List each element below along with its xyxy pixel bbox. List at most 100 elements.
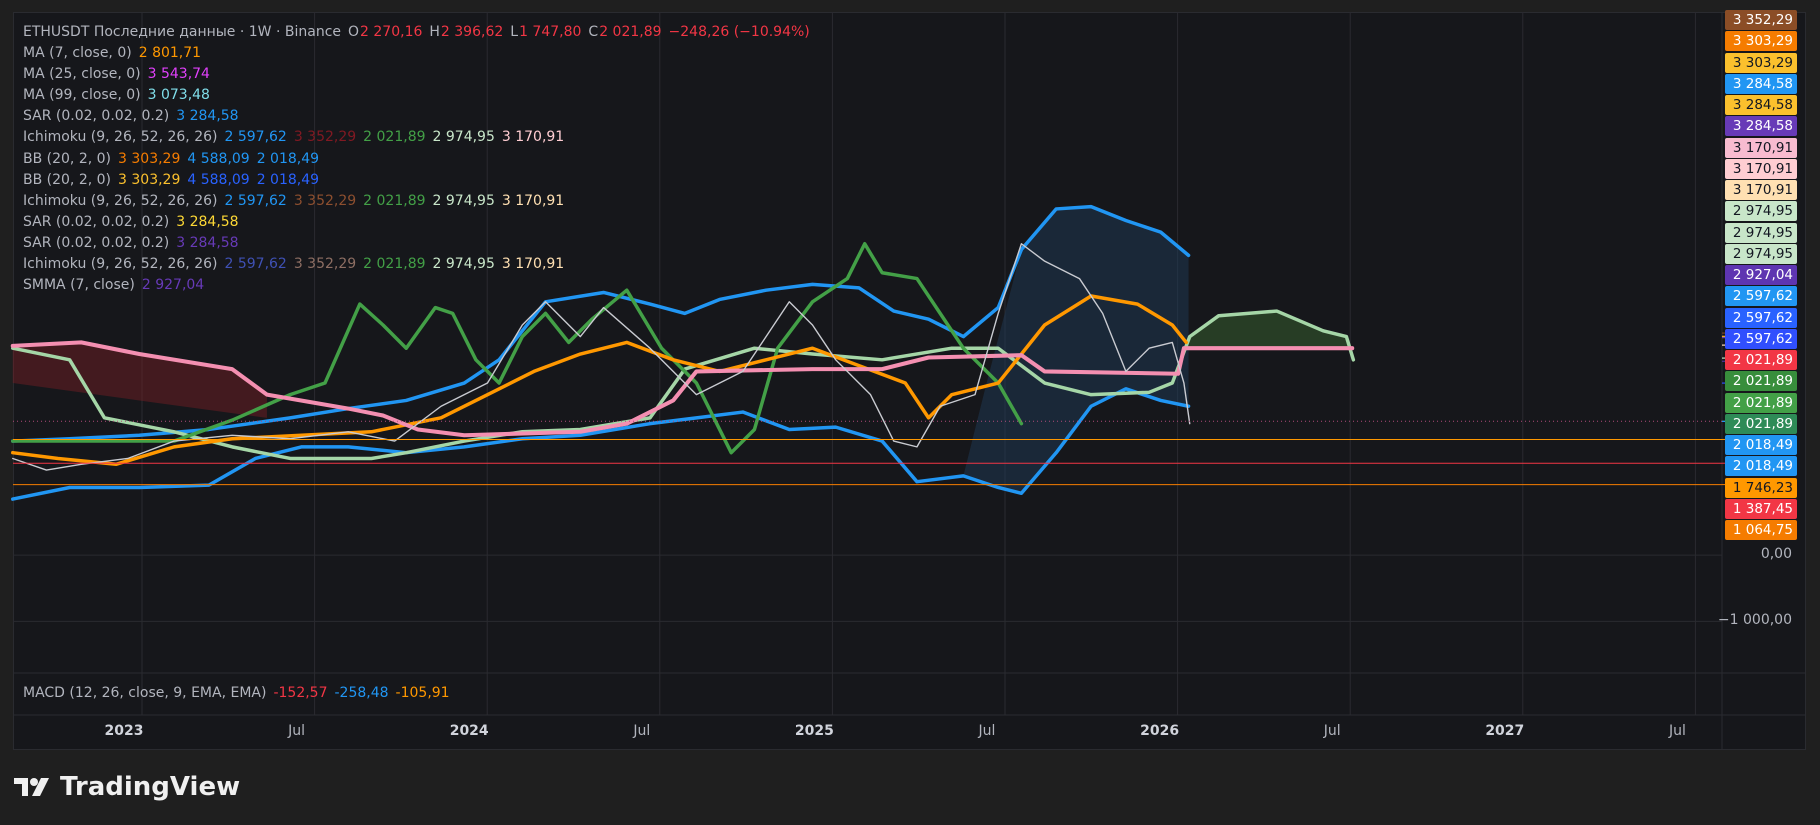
legend-row: MA (25, close, 0) 3 543,74 — [23, 65, 217, 83]
indicator-name: MA (99, close, 0) — [23, 87, 141, 104]
logo-icon — [14, 778, 49, 796]
indicator-value: 2 597,62 — [224, 256, 287, 272]
price-label: 2 974,95 — [1725, 222, 1797, 243]
price-label: 2 021,89 — [1725, 392, 1797, 413]
time-label: Jul — [288, 723, 306, 739]
time-label: Jul — [1323, 723, 1341, 739]
indicator-value: 2 021,89 — [363, 129, 426, 146]
logo-part — [32, 778, 49, 796]
indicator-name: SAR (0.02, 0.02, 0.2) — [23, 234, 170, 251]
ohlc-key: L — [510, 24, 519, 40]
indicator-name: MACD (12, 26, close, 9, EMA, EMA) — [23, 685, 267, 701]
time-label: 2023 — [104, 723, 144, 739]
cloud — [1183, 311, 1353, 349]
legend-row: SAR (0.02, 0.02, 0.2) 3 284,58 — [23, 234, 246, 252]
price-label: 3 284,58 — [1725, 116, 1797, 137]
time-label: 2027 — [1485, 723, 1525, 739]
time-label: Jul — [978, 723, 996, 739]
legend-row: Ichimoku (9, 26, 52, 26, 26) 2 597,62 3 35… — [23, 128, 571, 146]
indicator-value: 3 284,58 — [176, 213, 239, 230]
ohlc-key: C — [588, 24, 599, 40]
indicator-name: Ichimoku (9, 26, 52, 26, 26) — [23, 256, 218, 272]
price-label: 2 597,62 — [1725, 307, 1797, 328]
legend-row: ETHUSDT Последние данные · 1W · Binance O… — [23, 23, 817, 41]
price-tick-label: −1 000,00 — [1717, 612, 1792, 629]
indicator-value: 2 021,89 — [363, 256, 426, 272]
grid — [13, 12, 1722, 715]
price-label: 3 170,91 — [1725, 137, 1797, 158]
price-label: 3 284,58 — [1725, 95, 1797, 115]
indicator-value: 2 974,95 — [432, 129, 495, 146]
indicator-value: 2 974,95 — [432, 256, 495, 272]
ohlc-value: 2 396,62 — [440, 24, 504, 40]
change: −248,26 (−10.94%) — [668, 24, 810, 40]
time-label: Jul — [633, 723, 651, 739]
indicator-value: 3 284,58 — [176, 108, 239, 125]
legend-row: Ichimoku (9, 26, 52, 26, 26) 2 597,62 3 35… — [23, 192, 571, 210]
time-label: Jul — [1668, 723, 1686, 739]
price-label: 2 597,62 — [1725, 286, 1797, 307]
band-line — [11, 387, 1191, 501]
indicator-value: 2 927,04 — [141, 277, 205, 294]
price-label: 1 387,45 — [1725, 498, 1797, 519]
indicator-value: 3 170,91 — [501, 192, 565, 209]
indicator-value: 3 303,29 — [118, 150, 181, 167]
indicator-value: 3 303,29 — [118, 171, 181, 188]
indicator-value: -105,91 — [395, 685, 450, 701]
chart-panel — [13, 12, 1806, 750]
price-label: 3 303,29 — [1725, 52, 1797, 73]
price-label: 1 746,23 — [1725, 477, 1797, 498]
price-drawing — [10, 204, 1356, 501]
indicator-value: 2 597,62 — [224, 192, 287, 209]
indicator-value: 3 352,29 — [293, 192, 357, 209]
time-label: 2024 — [449, 723, 489, 739]
ma-line — [11, 294, 1188, 467]
time-label: 2026 — [1140, 723, 1180, 739]
ohlc-value: 2 270,16 — [360, 24, 423, 40]
price-label: 3 352,29 — [1725, 10, 1797, 30]
indicator-name: BB (20, 2, 0) — [23, 171, 112, 188]
indicator-value: 3 543,74 — [147, 66, 210, 83]
price-label: 2 018,49 — [1725, 435, 1797, 455]
price-label: 2 021,89 — [1725, 413, 1797, 434]
indicator-name: MA (7, close, 0) — [23, 45, 132, 61]
legend-row: MA (7, close, 0) 2 801,71 — [23, 44, 208, 62]
indicator-name: SAR (0.02, 0.02, 0.2) — [23, 108, 170, 125]
price-label: 3 170,91 — [1725, 158, 1797, 179]
legend-row: SMMA (7, close) 2 927,04 — [23, 276, 211, 294]
indicator-value: 2 021,89 — [363, 192, 426, 209]
price-line — [12, 243, 1191, 471]
indicator-value: 4 588,09 — [187, 150, 250, 167]
ohlc-key: O — [348, 24, 360, 40]
symbol: ETHUSDT Последние данные · 1W · Binance — [23, 24, 342, 40]
price-label: 3 284,58 — [1725, 73, 1797, 94]
price-label: 2 018,49 — [1725, 456, 1797, 477]
indicator-name: MA (25, close, 0) — [23, 66, 141, 83]
price-label: 2 021,89 — [1725, 350, 1797, 370]
price-label: 2 597,62 — [1725, 328, 1797, 349]
brand: TradingView — [60, 772, 241, 802]
indicator-value: 2 974,95 — [432, 192, 495, 209]
indicator-value: 2 018,49 — [256, 150, 320, 167]
indicator-value: 3 073,48 — [147, 87, 210, 104]
legend-row: MACD (12, 26, close, 9, EMA, EMA) -152,57… — [23, 684, 457, 702]
indicator-name: BB (20, 2, 0) — [23, 150, 112, 167]
price-label: 3 170,91 — [1725, 180, 1797, 200]
band-line — [11, 204, 1191, 443]
indicator-value: 2 597,62 — [224, 129, 287, 146]
price-label: 1 064,75 — [1725, 520, 1797, 540]
ohlc-value: 1 747,80 — [519, 24, 582, 40]
ohlc-key: H — [429, 24, 440, 40]
ohlc-value: 2 021,89 — [599, 24, 662, 40]
price-label: 2 021,89 — [1725, 371, 1797, 392]
indicator-name: Ichimoku (9, 26, 52, 26, 26) — [23, 129, 218, 146]
logo-part — [30, 778, 38, 786]
indicator-value: 3 170,91 — [501, 256, 565, 272]
logo-part — [14, 778, 28, 796]
indicator-name: SMMA (7, close) — [23, 277, 135, 294]
price-label: 2 974,95 — [1725, 243, 1797, 264]
indicator-name: SAR (0.02, 0.02, 0.2) — [23, 213, 170, 230]
cloud — [12, 342, 267, 418]
